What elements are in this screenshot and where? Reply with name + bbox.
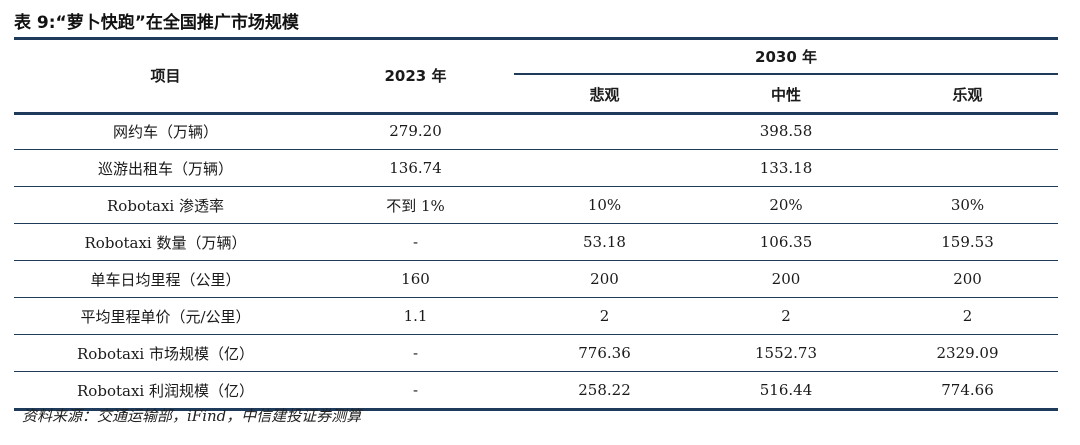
header-item: 项目	[150, 67, 181, 85]
header-optimistic: 乐观	[952, 85, 983, 104]
cell-neutral: 2	[695, 297, 877, 335]
row-label: Robotaxi 利润规模（亿）	[14, 371, 317, 411]
header-2023: 2023 年	[384, 67, 447, 85]
cell-2023: 1.1	[317, 297, 514, 335]
row-label: 单车日均里程（公里）	[14, 260, 317, 298]
cell-2023: 160	[317, 260, 514, 298]
cell-optimistic: 774.66	[877, 371, 1059, 411]
row-label: Robotaxi 数量（万辆）	[14, 223, 317, 261]
cell-2023: 不到 1%	[317, 186, 514, 224]
row-label: Robotaxi 市场规模（亿）	[14, 334, 317, 372]
cell-neutral: 200	[695, 260, 877, 298]
row-label: 巡游出租车（万辆）	[14, 149, 317, 187]
cell-optimistic: 200	[877, 260, 1059, 298]
cell-pessimistic: 2	[514, 297, 695, 335]
table-row: 平均里程单价（元/公里） 1.1 2 2 2	[14, 297, 1059, 335]
cell-2023: 136.74	[317, 149, 514, 187]
cell-pessimistic: 53.18	[514, 223, 695, 261]
cell-optimistic: 2	[877, 297, 1059, 335]
cell-2023: 279.20	[317, 113, 514, 150]
cell-optimistic: 2329.09	[877, 334, 1059, 372]
cell-neutral: 516.44	[695, 371, 877, 411]
table-row: Robotaxi 市场规模（亿） - 776.36 1552.73 2329.0…	[14, 334, 1059, 372]
header-neutral: 中性	[770, 85, 801, 104]
table-row: Robotaxi 渗透率 不到 1% 10% 20% 30%	[14, 186, 1059, 224]
cell-2030-merged: 398.58	[514, 113, 1059, 150]
table-row: 网约车（万辆） 279.20 398.58	[14, 113, 1059, 150]
table-row: 单车日均里程（公里） 160 200 200 200	[14, 260, 1059, 298]
cell-neutral: 1552.73	[695, 334, 877, 372]
cell-2023: -	[317, 371, 514, 411]
cell-pessimistic: 258.22	[514, 371, 695, 411]
cell-optimistic: 30%	[877, 186, 1059, 224]
cell-neutral: 106.35	[695, 223, 877, 261]
header-2030: 2030 年	[755, 48, 817, 66]
table-row: Robotaxi 利润规模（亿） - 258.22 516.44 774.66	[14, 371, 1059, 411]
header-pessimistic: 悲观	[589, 85, 620, 104]
cell-2023: -	[317, 334, 514, 372]
source-note: 资料来源：交通运输部，iFind，中信建投证券测算	[22, 407, 362, 425]
header-sub-rule	[514, 73, 1058, 75]
cell-pessimistic: 776.36	[514, 334, 695, 372]
cell-neutral: 20%	[695, 186, 877, 224]
cell-2030-merged: 133.18	[514, 149, 1059, 187]
cell-pessimistic: 200	[514, 260, 695, 298]
top-rule	[14, 37, 1058, 40]
table-title: 表 9:“萝卜快跑”在全国推广市场规模	[14, 13, 299, 33]
row-label: Robotaxi 渗透率	[14, 186, 317, 224]
cell-2023: -	[317, 223, 514, 261]
cell-optimistic: 159.53	[877, 223, 1059, 261]
table-row: 巡游出租车（万辆） 136.74 133.18	[14, 149, 1059, 187]
table-row: Robotaxi 数量（万辆） - 53.18 106.35 159.53	[14, 223, 1059, 261]
row-label: 网约车（万辆）	[14, 113, 317, 150]
market-size-table: 项目 2023 年 2030 年 悲观 中性 乐观 网约车（万辆） 279.20…	[14, 38, 1059, 411]
row-label: 平均里程单价（元/公里）	[14, 297, 317, 335]
cell-pessimistic: 10%	[514, 186, 695, 224]
